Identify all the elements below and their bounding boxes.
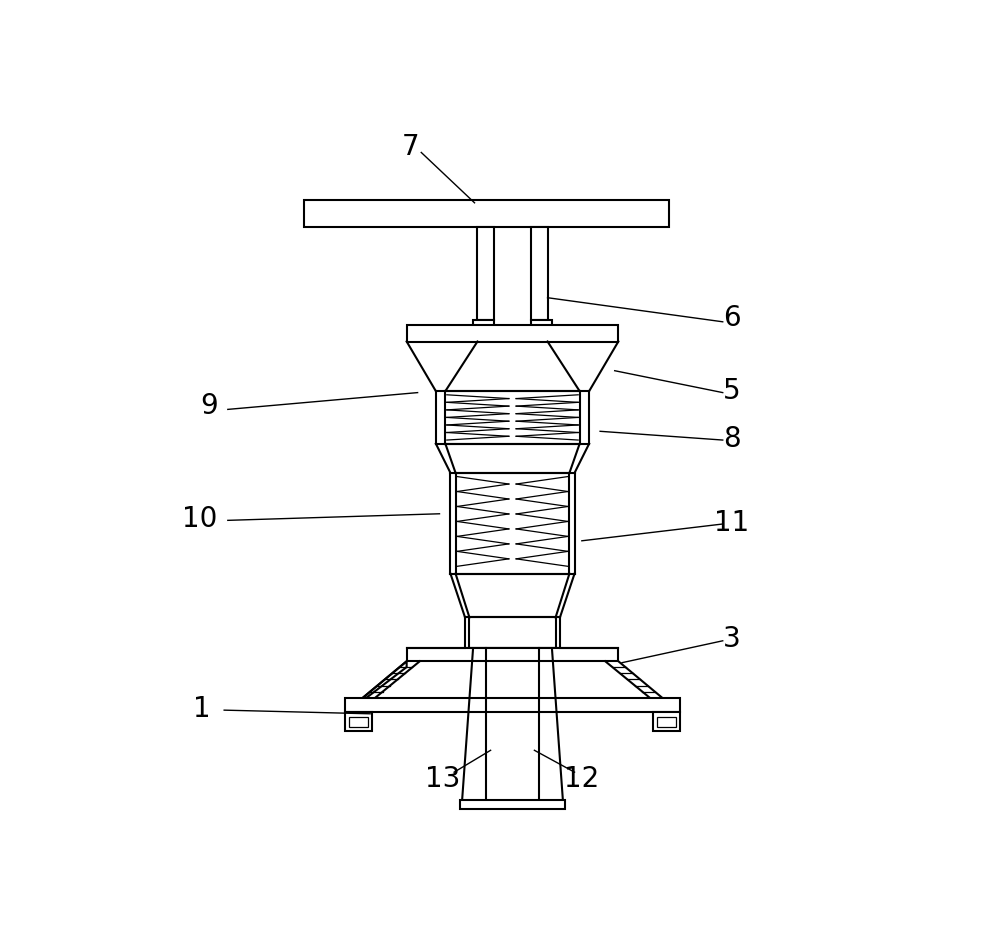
Bar	[345, 698, 680, 712]
Bar	[460, 800, 565, 810]
Text: 3: 3	[723, 626, 740, 653]
Text: 12: 12	[564, 765, 599, 793]
Bar	[531, 227, 548, 319]
Text: 6: 6	[723, 304, 740, 332]
Text: 10: 10	[182, 505, 218, 533]
Text: 1: 1	[193, 695, 211, 722]
Bar	[345, 712, 372, 731]
Text: 13: 13	[425, 765, 461, 793]
Text: 5: 5	[723, 377, 740, 405]
Text: 7: 7	[401, 133, 419, 160]
Bar	[477, 227, 494, 319]
Polygon shape	[363, 662, 407, 698]
Text: 9: 9	[201, 392, 218, 420]
Bar	[473, 319, 494, 328]
Bar	[407, 648, 618, 662]
Bar	[407, 325, 618, 341]
Bar	[304, 200, 669, 227]
Text: 8: 8	[723, 425, 740, 452]
Bar	[531, 319, 552, 328]
Text: 11: 11	[714, 508, 749, 537]
Bar	[653, 712, 680, 731]
Bar	[657, 718, 676, 727]
Bar	[349, 718, 368, 727]
